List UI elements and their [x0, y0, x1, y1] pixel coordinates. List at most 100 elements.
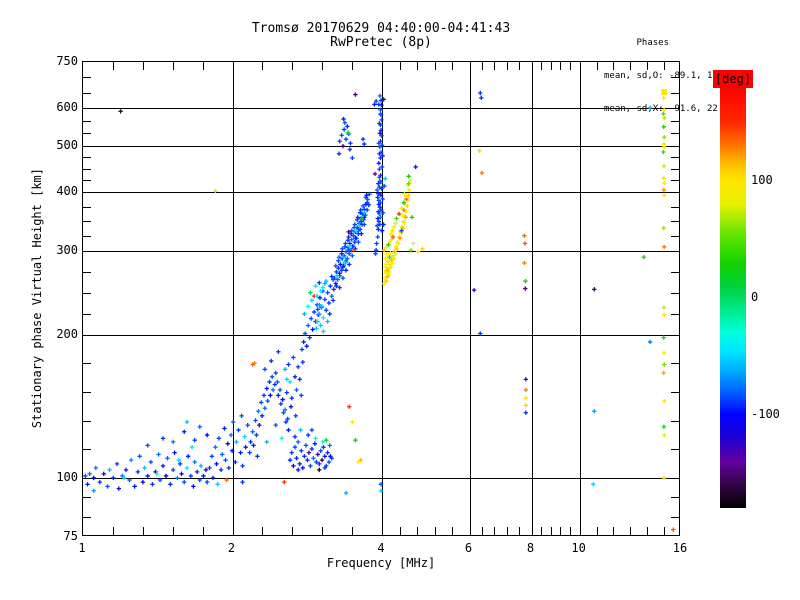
scatter-point: [163, 473, 169, 479]
y-minor-tick: [671, 168, 679, 170]
scatter-point: [662, 180, 667, 186]
scatter-point: [397, 236, 403, 241]
scatter-point: [378, 179, 384, 185]
x-minor-tick: [452, 527, 453, 535]
scatter-point: [350, 155, 355, 161]
scatter-point: [322, 465, 328, 471]
scatter-point: [313, 436, 318, 441]
scatter-point: [523, 403, 528, 408]
scatter-point: [297, 461, 302, 467]
scatter-point: [346, 234, 351, 240]
y-minor-tick: [83, 313, 91, 315]
scatter-point: [661, 424, 667, 429]
scatter-point: [308, 463, 313, 469]
scatter-point: [216, 436, 222, 441]
scatter-point: [345, 124, 350, 129]
scatter-point: [192, 459, 197, 465]
scatter-point: [292, 444, 298, 450]
x-tick-label: 1: [78, 541, 86, 555]
scatter-point: [351, 233, 356, 238]
y-minor-tick: [671, 292, 679, 294]
scatter-point: [191, 484, 196, 489]
scatter-point: [404, 194, 409, 199]
scatter-point: [391, 256, 397, 261]
scatter-point: [188, 473, 193, 479]
y-tick-label: 75: [63, 529, 78, 543]
scatter-point: [325, 319, 330, 324]
x-tick-label: 8: [526, 541, 535, 555]
scatter-point: [334, 269, 339, 275]
scatter-point: [309, 446, 315, 452]
scatter-point: [386, 272, 392, 278]
scatter-point: [325, 450, 330, 455]
plot-area: [82, 61, 680, 536]
scatter-point: [387, 239, 393, 245]
colorbar-tick-label: 0: [751, 290, 759, 304]
scatter-point: [358, 457, 363, 463]
y-minor-tick: [671, 221, 679, 223]
scatter-point: [278, 401, 284, 407]
x-tick-label: 10: [571, 541, 586, 555]
x-minor-tick: [560, 527, 562, 535]
scatter-point: [383, 176, 388, 181]
scatter-point: [661, 149, 666, 155]
scatter-point: [328, 283, 333, 289]
scatter-point: [393, 251, 398, 256]
scatter-point: [478, 331, 483, 336]
scatter-point: [176, 457, 181, 463]
scatter-point: [378, 111, 383, 117]
scatter-point: [91, 475, 96, 481]
scatter-point: [336, 258, 341, 263]
scatter-point: [135, 469, 141, 475]
scatter-point: [364, 207, 370, 213]
gridline-vertical: [579, 62, 581, 535]
scatter-point: [341, 254, 346, 260]
scatter-point: [647, 339, 653, 345]
scatter-point: [250, 429, 255, 434]
scatter-point: [356, 239, 361, 245]
scatter-point: [210, 475, 216, 481]
scatter-point: [377, 175, 382, 180]
scatter-point: [299, 347, 305, 352]
scatter-point: [322, 454, 328, 459]
scatter-point: [376, 219, 381, 224]
y-minor-tick: [83, 180, 91, 182]
scatter-point: [356, 459, 361, 465]
y-minor-tick: [83, 449, 91, 451]
scatter-point: [353, 438, 358, 443]
scatter-point: [661, 187, 667, 193]
scatter-point: [325, 290, 330, 295]
scatter-point: [332, 275, 337, 281]
scatter-point: [339, 268, 344, 273]
scatter-point: [236, 427, 241, 433]
scatter-point: [378, 107, 383, 113]
scatter-point: [377, 222, 383, 227]
gridline-vertical: [469, 62, 471, 535]
scatter-point: [661, 124, 666, 130]
scatter-point: [262, 367, 268, 372]
scatter-point: [345, 238, 351, 243]
y-minor-tick: [671, 92, 679, 94]
scatter-point: [289, 395, 294, 401]
scatter-point: [351, 248, 356, 253]
scatter-point: [388, 232, 394, 237]
x-minor-tick: [519, 527, 521, 535]
scatter-point: [376, 102, 381, 107]
scatter-point: [381, 248, 387, 253]
scatter-point: [303, 443, 309, 448]
x-minor-tick: [417, 527, 418, 535]
scatter-point: [255, 454, 260, 459]
y-minor-tick: [83, 168, 91, 170]
scatter-point: [333, 263, 338, 269]
scatter-point: [671, 527, 676, 532]
scatter-point: [343, 268, 349, 273]
scatter-point: [372, 102, 377, 107]
scatter-point: [377, 204, 383, 210]
y-minor-tick: [83, 517, 91, 519]
scatter-point: [390, 253, 396, 258]
scatter-point: [177, 461, 183, 467]
plot-title: Tromsø 20170629 04:40:00-04:41:43: [251, 21, 511, 36]
scatter-point: [229, 448, 235, 453]
scatter-point: [400, 226, 406, 231]
scatter-point: [309, 427, 315, 433]
